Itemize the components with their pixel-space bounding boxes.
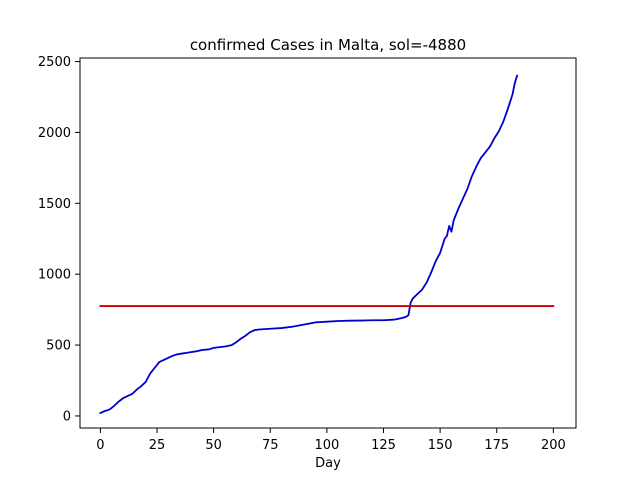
x-tick-label: 125 bbox=[371, 438, 396, 453]
plot-frame bbox=[79, 57, 577, 429]
x-tick-label: 175 bbox=[484, 438, 509, 453]
x-tick-label: 150 bbox=[428, 438, 453, 453]
y-tick-label: 1500 bbox=[38, 197, 71, 212]
y-tick-label: 500 bbox=[46, 339, 71, 354]
x-tick-label: 25 bbox=[149, 438, 166, 453]
x-tick-label: 100 bbox=[314, 438, 339, 453]
chart-title: confirmed Cases in Malta, sol=-4880 bbox=[190, 36, 466, 54]
y-tick-label: 2500 bbox=[38, 55, 71, 70]
x-axis-label: Day bbox=[315, 456, 341, 471]
y-tick-label: 2000 bbox=[38, 126, 71, 141]
y-tick-label: 0 bbox=[63, 409, 71, 424]
plot-area bbox=[99, 74, 555, 415]
x-tick-label: 0 bbox=[96, 438, 104, 453]
x-tick-label: 50 bbox=[205, 438, 222, 453]
series-line-0 bbox=[99, 74, 519, 415]
x-axis: 0 25 50 75 100 125 150 175 200 bbox=[96, 428, 566, 453]
y-axis: 0 500 1000 1500 2000 2500 bbox=[38, 55, 80, 424]
y-tick-label: 1000 bbox=[38, 268, 71, 283]
x-tick-label: 75 bbox=[262, 438, 279, 453]
x-tick-label: 200 bbox=[541, 438, 566, 453]
